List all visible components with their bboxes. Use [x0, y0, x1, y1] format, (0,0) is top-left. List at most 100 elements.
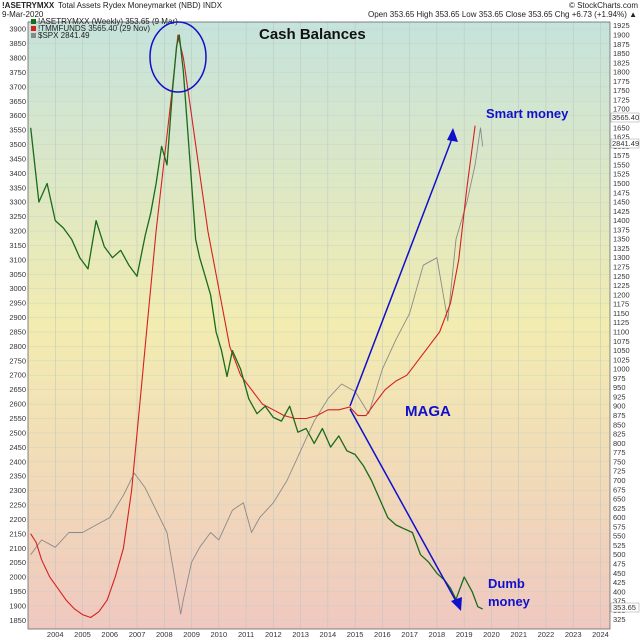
x-tick-label: 2005: [74, 630, 91, 639]
right-tick-label: 1525: [613, 170, 630, 179]
left-tick-label: 2050: [9, 558, 26, 567]
x-tick-label: 2013: [292, 630, 309, 639]
x-tick-label: 2020: [483, 630, 500, 639]
right-tick-label: 325: [613, 615, 626, 624]
right-tick-label: 1100: [613, 327, 629, 336]
left-tick-label: 2600: [9, 400, 26, 409]
left-tick-label: 3200: [9, 227, 26, 236]
tmmfunds-tag: 3565.40: [612, 113, 639, 122]
right-tick-label: 650: [613, 495, 626, 504]
x-tick-label: 2024: [592, 630, 609, 639]
legend-swatch-tmmfunds: [31, 26, 36, 31]
left-tick-label: 3500: [9, 140, 26, 149]
left-tick-label: 3550: [9, 126, 26, 135]
left-tick-label: 3400: [9, 169, 26, 178]
left-tick-label: 3800: [9, 54, 26, 63]
x-tick-label: 2007: [129, 630, 146, 639]
x-tick-label: 2008: [156, 630, 173, 639]
right-tick-label: 1400: [613, 216, 630, 225]
cash-balances-title: Cash Balances: [259, 26, 366, 43]
right-tick-label: 725: [613, 467, 626, 476]
right-tick-label: 875: [613, 411, 626, 420]
left-tick-label: 3050: [9, 270, 26, 279]
right-tick-label: 775: [613, 448, 626, 457]
right-tick-label: 1000: [613, 365, 630, 374]
right-tick-label: 375: [613, 597, 626, 606]
right-tick-label: 950: [613, 383, 626, 392]
left-tick-label: 3300: [9, 198, 26, 207]
right-tick-label: 400: [613, 587, 626, 596]
right-tick-label: 750: [613, 457, 626, 466]
x-tick-label: 2014: [320, 630, 337, 639]
right-tick-label: 450: [613, 569, 626, 578]
right-tick-label: 1775: [613, 77, 630, 86]
right-tick-label: 1125: [613, 318, 629, 327]
left-tick-label: 2350: [9, 472, 26, 481]
right-tick-label: 625: [613, 504, 626, 513]
legend-rydex: !ASETRYMXX (Weekly) 353.65 (9 Mar): [38, 17, 178, 26]
left-tick-label: 2100: [9, 544, 26, 553]
right-tick-label: 925: [613, 392, 626, 401]
value-tags: 3565.40 2841.49 353.65: [610, 112, 640, 613]
right-tick-label: 1075: [613, 337, 630, 346]
right-tick-label: 1350: [613, 235, 630, 244]
right-tick-label: 700: [613, 476, 626, 485]
right-tick-label: 1150: [613, 309, 629, 318]
tmmfunds-series-line: [30, 34, 476, 619]
right-tick-label: 1175: [613, 300, 629, 309]
x-tick-label: 2009: [183, 630, 200, 639]
maga-label: MAGA: [405, 403, 451, 420]
left-tick-label: 2800: [9, 342, 26, 351]
left-tick-label: 2950: [9, 299, 26, 308]
x-tick-label: 2010: [210, 630, 227, 639]
right-tick-label: 1425: [613, 207, 630, 216]
left-tick-label: 3650: [9, 97, 26, 106]
left-tick-label: 2550: [9, 414, 26, 423]
dumb-money-arrowhead: [451, 597, 462, 611]
right-tick-label: 1500: [613, 179, 630, 188]
left-tick-label: 1900: [9, 601, 26, 610]
right-tick-label: 1475: [613, 188, 630, 197]
legend: !ASETRYMXX (Weekly) 353.65 (9 Mar) !TMMF…: [31, 17, 178, 40]
legend-swatch-rydex: [31, 19, 36, 24]
right-tick-label: 850: [613, 420, 626, 429]
right-tick-label: 825: [613, 430, 626, 439]
right-tick-label: 500: [613, 550, 626, 559]
left-tick-label: 3900: [9, 25, 26, 34]
grid-lines: [28, 22, 610, 629]
x-tick-label: 2011: [238, 630, 254, 639]
left-tick-label: 3100: [9, 255, 26, 264]
x-tick-label: 2023: [565, 630, 582, 639]
left-tick-label: 3450: [9, 154, 26, 163]
left-tick-label: 2500: [9, 428, 26, 437]
annotations: Cash Balances Smart money MAGA Dumb mone…: [149, 21, 569, 611]
x-tick-label: 2012: [265, 630, 282, 639]
legend-spx: $SPX 2841.49: [38, 31, 90, 40]
right-tick-label: 1725: [613, 95, 630, 104]
tmmfunds-tag-box: [610, 112, 640, 123]
left-tick-label: 1850: [9, 616, 26, 625]
right-tick-label: 1625: [613, 133, 630, 142]
rydex-tag-box: [610, 602, 640, 613]
dumb-money-label-1: Dumb: [488, 576, 525, 591]
left-tick-label: 3700: [9, 82, 26, 91]
right-tick-label: 1250: [613, 272, 630, 281]
right-tick-label: 1900: [613, 30, 630, 39]
plot-frame: [27, 21, 611, 630]
spx-tag-box: [610, 138, 640, 149]
x-tick-label: 2019: [456, 630, 473, 639]
right-tick-label: 575: [613, 522, 626, 531]
right-tick-label: 675: [613, 485, 626, 494]
left-tick-label: 2450: [9, 443, 26, 452]
header-ohlc: Open 353.65 High 353.65 Low 353.65 Close…: [368, 10, 637, 19]
dumb-money-label-2: money: [488, 594, 531, 609]
right-tick-label: 1200: [613, 290, 630, 299]
left-tick-label: 3000: [9, 284, 26, 293]
legend-swatch-spx: [31, 33, 36, 38]
right-tick-label: 975: [613, 374, 626, 383]
rydex-tag: 353.65: [613, 603, 636, 612]
x-tick-label: 2015: [347, 630, 364, 639]
right-tick-label: 1800: [613, 68, 630, 77]
right-tick-label: 1575: [613, 151, 630, 160]
